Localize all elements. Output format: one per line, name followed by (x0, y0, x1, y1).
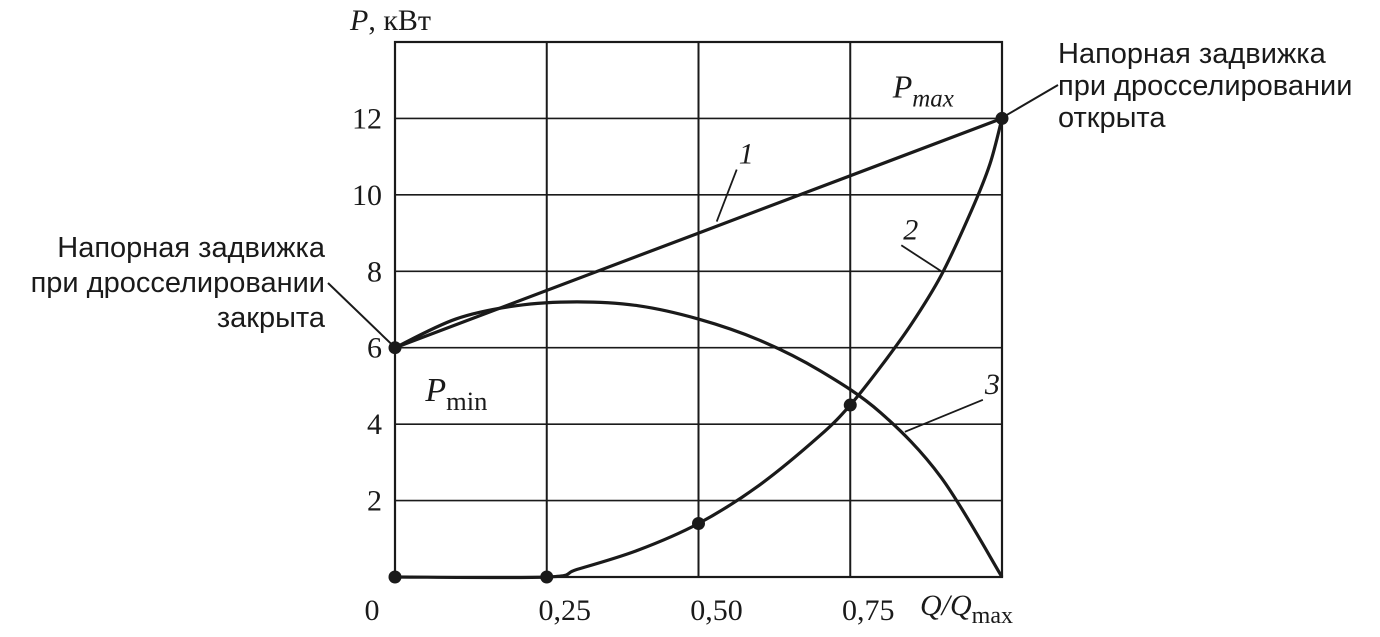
x-axis-label: Q/Qmax (920, 589, 1013, 629)
grid-lines (393, 40, 1004, 579)
y-tick-label: 12 (352, 102, 382, 135)
curve-2 (394, 118, 1004, 580)
y-tick-label: 4 (367, 408, 382, 441)
y-tick-label: 8 (367, 255, 382, 288)
open-valve-note-line: при дросселировании (1058, 70, 1352, 102)
data-marker (692, 517, 705, 530)
curve-label: 2 (903, 213, 918, 246)
x-tick-label: 0,75 (842, 594, 895, 627)
curve-label-leader (715, 169, 738, 222)
data-markers (388, 111, 1009, 584)
curves (394, 116, 1004, 580)
y-axis-label: P, кВт (349, 4, 431, 37)
curve-label-leader (904, 398, 984, 433)
data-marker (995, 111, 1009, 125)
open-valve-note-line: Напорная задвижка (1058, 38, 1327, 70)
y-tick-label: 6 (367, 332, 382, 365)
closed-valve-note-line: при дросселировании (31, 267, 325, 299)
x-tick-label: 0,50 (690, 594, 743, 627)
p-max-label: Pmax (892, 68, 954, 112)
data-marker (843, 398, 857, 412)
data-marker (388, 341, 402, 355)
data-marker (388, 570, 402, 584)
curve-1 (394, 116, 1003, 350)
open-valve-leader (1005, 84, 1059, 117)
x-tick-label: 0,25 (539, 594, 592, 627)
closed-valve-note-line: Напорная задвижка (57, 232, 326, 264)
curve-label-leader (900, 244, 942, 273)
labels: P, кВт Q/Qmax (349, 4, 1013, 629)
x-tick-label: 0 (365, 594, 380, 627)
y-tick-label: 2 (367, 485, 382, 518)
p-min-label: Pmin (424, 372, 487, 416)
curve-3 (394, 300, 1004, 578)
open-valve-note-line: открыта (1058, 102, 1166, 134)
tick-labels: 2 4 6 8 10 12 0 0,25 0,50 0,75 (352, 102, 895, 627)
closed-valve-leader (327, 282, 392, 345)
curve-label: 1 (739, 138, 754, 171)
curve-label: 3 (984, 368, 1000, 401)
data-marker (540, 570, 554, 584)
y-tick-label: 10 (352, 179, 382, 212)
closed-valve-note-line: закрыта (217, 302, 326, 334)
